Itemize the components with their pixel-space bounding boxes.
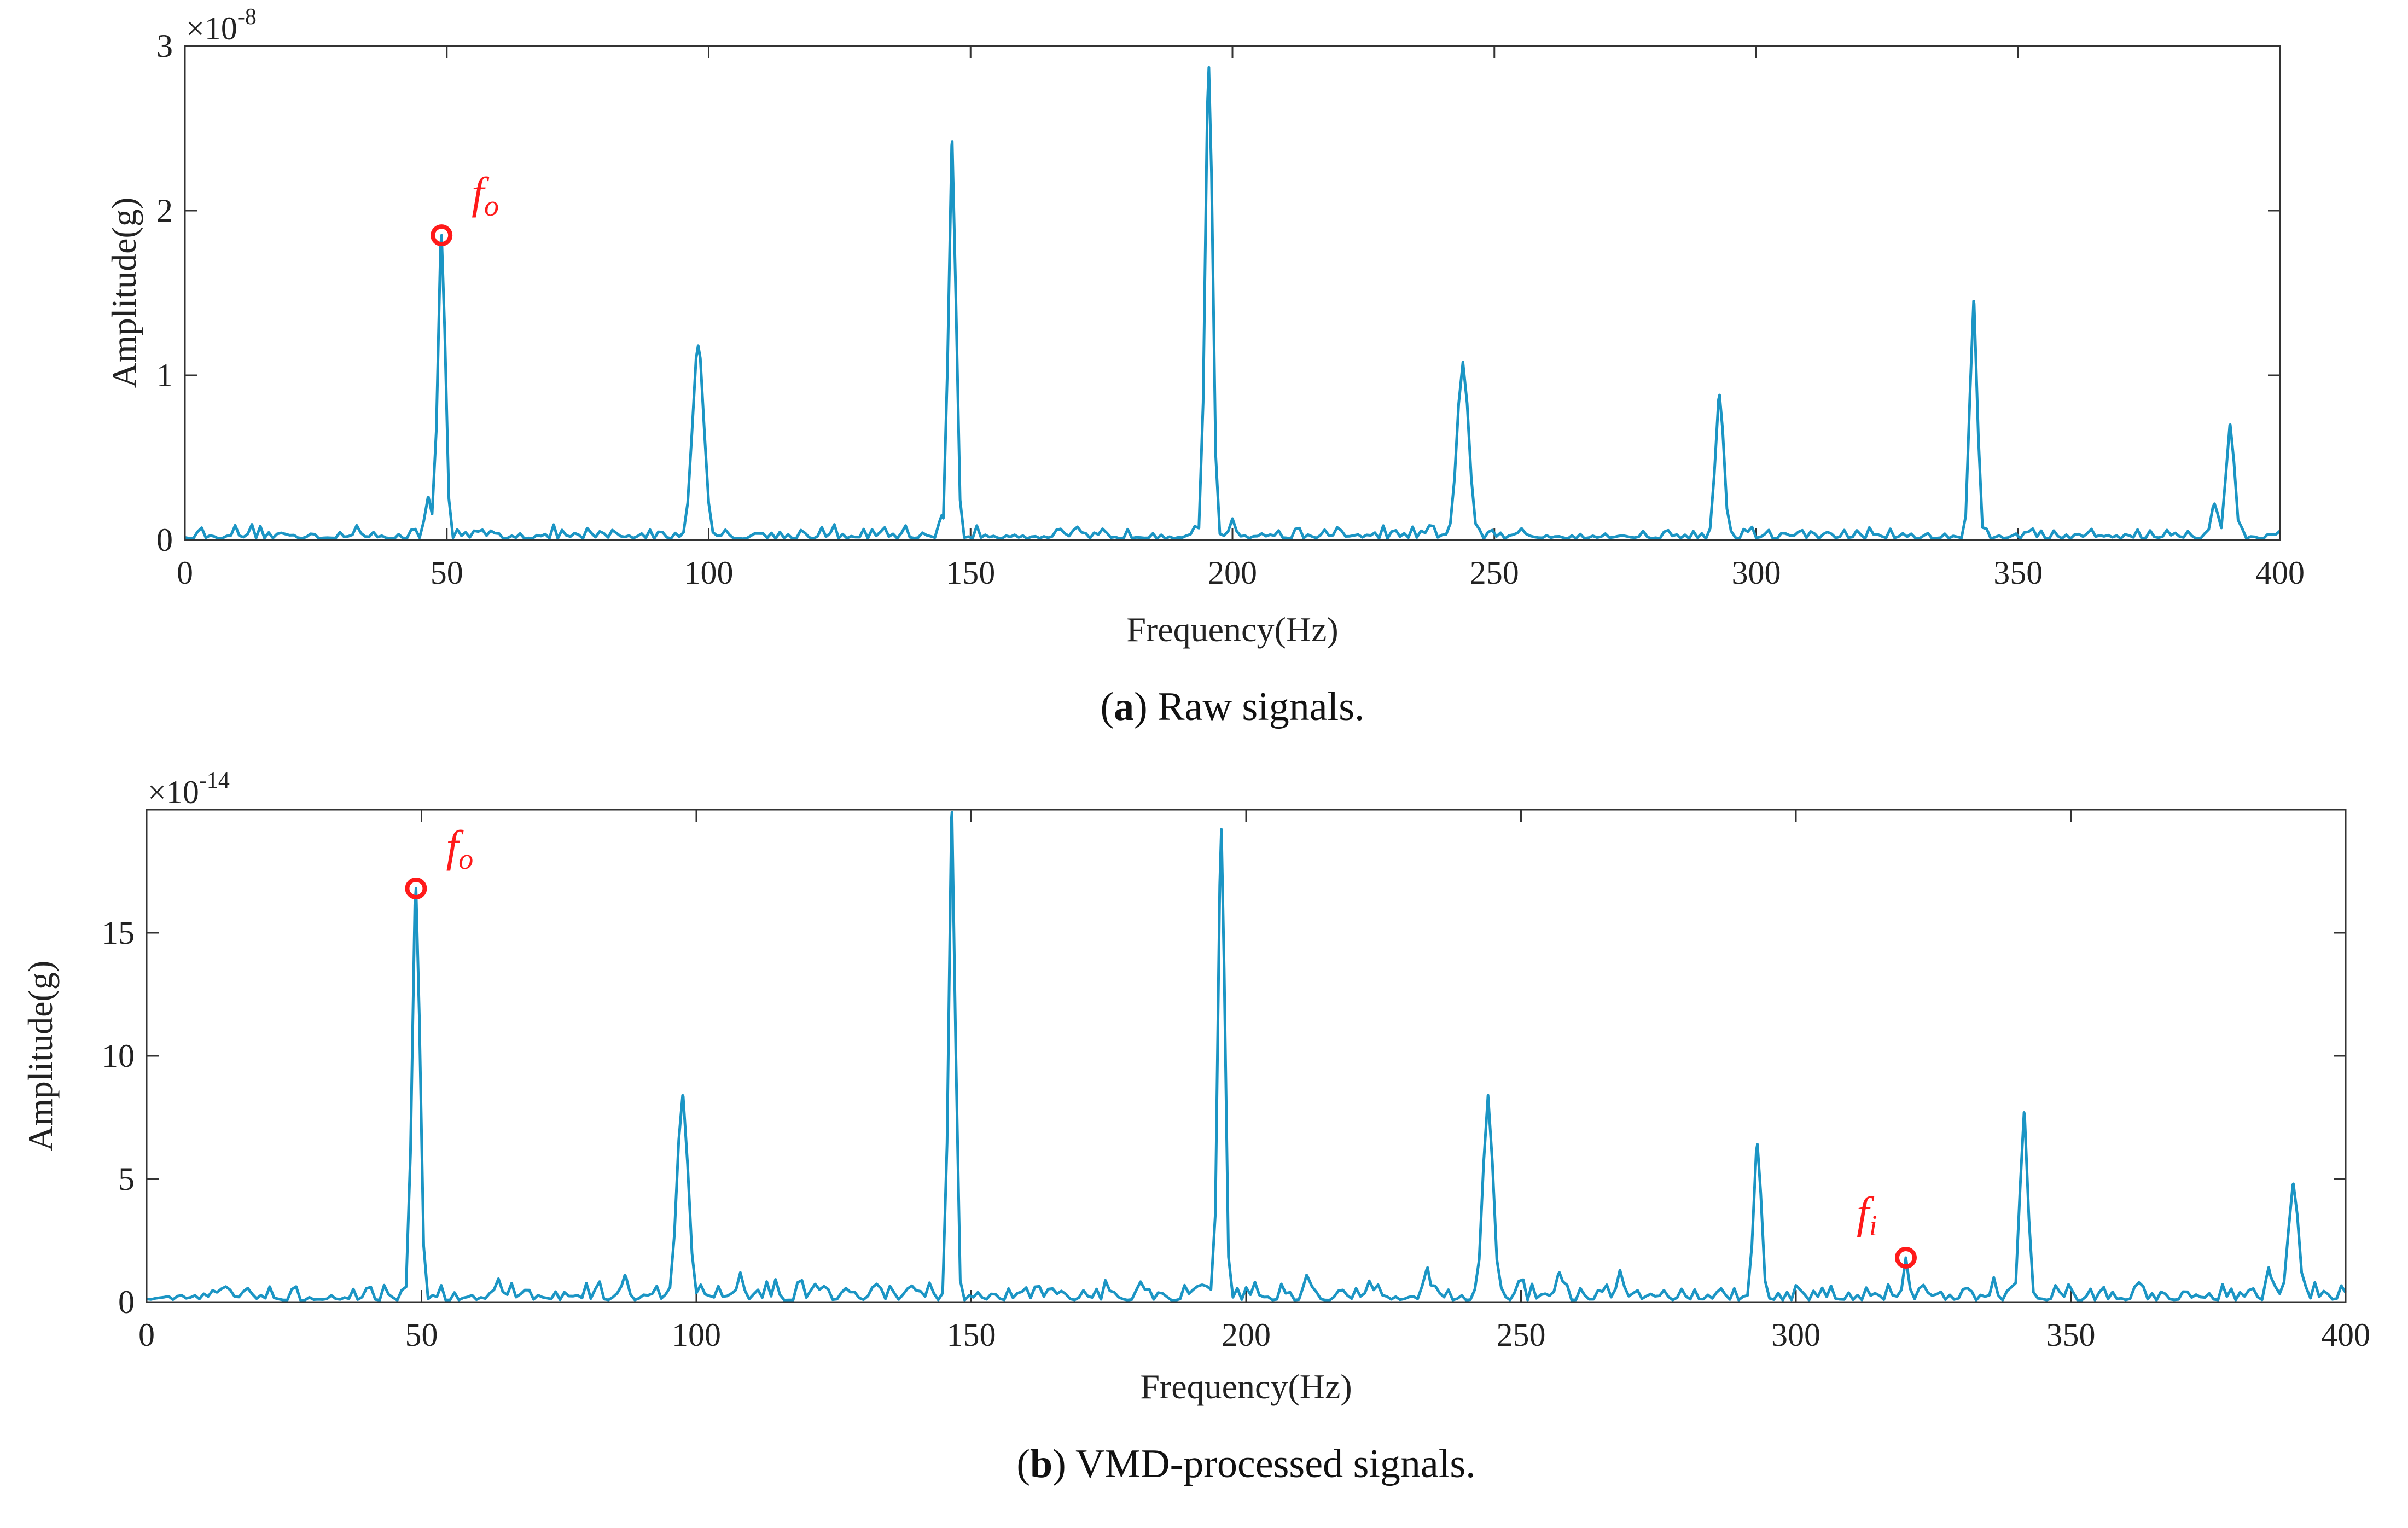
pb-xtick-label: 50	[405, 1317, 438, 1353]
pb-xtick-label: 400	[2321, 1317, 2370, 1353]
panel-a-spectrum-line	[184, 66, 2281, 541]
pa-ytick-label: 3	[156, 28, 173, 64]
pa-ytick-label: 1	[156, 357, 173, 393]
panel-b-annotations: fo fi	[405, 821, 1917, 1269]
panel-b-plot-frame	[146, 809, 2347, 1303]
pa-xtick-label: 400	[2255, 555, 2305, 591]
pa-annotation-label: fo	[472, 168, 499, 222]
panel-a-plot-frame	[184, 45, 2281, 541]
pb-ytick-label: 0	[118, 1284, 135, 1320]
pb-ytick-label: 5	[118, 1161, 135, 1197]
panel-a-annotations: fo	[431, 168, 499, 247]
panel-b-xlabel: Frequency(Hz)	[1140, 1367, 1352, 1406]
panel-b-ticks: 0 50 100 150 200 250 300 350 400 0 5 10 15	[102, 810, 2370, 1353]
pa-xtick-label: 50	[431, 555, 463, 591]
panel-a-multiplier: ×10-8	[186, 4, 257, 47]
pb-ytick-label: 15	[102, 915, 135, 951]
panel-a-raw-signals: 0 50 100 150 200 250 300 350 400 0 1 2 3 fo ×10-8 Am…	[104, 4, 2305, 729]
pa-xtick-label: 300	[1732, 555, 1781, 591]
pa-xtick-label: 0	[177, 555, 193, 591]
pb-xtick-label: 150	[947, 1317, 996, 1353]
pb-xtick-label: 250	[1497, 1317, 1546, 1353]
pb-peak-marker	[1895, 1247, 1917, 1269]
pa-xtick-label: 200	[1208, 555, 1257, 591]
pb-xtick-label: 300	[1771, 1317, 1820, 1353]
panel-a-caption: (a) Raw signals.	[1100, 684, 1364, 729]
panel-b-spectrum-line	[146, 811, 2347, 1302]
pa-xtick-label: 100	[684, 555, 734, 591]
panel-a-xlabel: Frequency(Hz)	[1126, 610, 1338, 649]
pb-xtick-label: 100	[672, 1317, 721, 1353]
panel-b-ylabel: Amplitude(g)	[21, 961, 60, 1151]
pa-ytick-label: 0	[156, 522, 173, 558]
panel-a-ticks: 0 50 100 150 200 250 300 350 400 0 1 2 3	[156, 28, 2305, 591]
pb-annotation-label: fo	[446, 821, 473, 875]
pa-ytick-label: 2	[156, 193, 173, 229]
panel-a-ylabel: Amplitude(g)	[104, 197, 143, 388]
panel-b-caption: (b) VMD-processed signals.	[1016, 1442, 1475, 1486]
panel-b-multiplier: ×10-14	[148, 768, 230, 810]
pb-xtick-label: 0	[138, 1317, 155, 1353]
pb-peak-marker	[405, 878, 427, 899]
pb-annotation-label: fi	[1857, 1188, 1877, 1242]
panel-b-vmd-signals: 0 50 100 150 200 250 300 350 400 0 5 10 15 fo fi ×10-…	[21, 768, 2370, 1486]
pa-xtick-label: 350	[1993, 555, 2043, 591]
pa-xtick-label: 150	[946, 555, 995, 591]
pa-xtick-label: 250	[1470, 555, 1519, 591]
pb-xtick-label: 350	[2046, 1317, 2096, 1353]
pb-xtick-label: 200	[1222, 1317, 1271, 1353]
pb-ytick-label: 10	[102, 1038, 135, 1074]
pa-peak-marker	[431, 224, 453, 247]
